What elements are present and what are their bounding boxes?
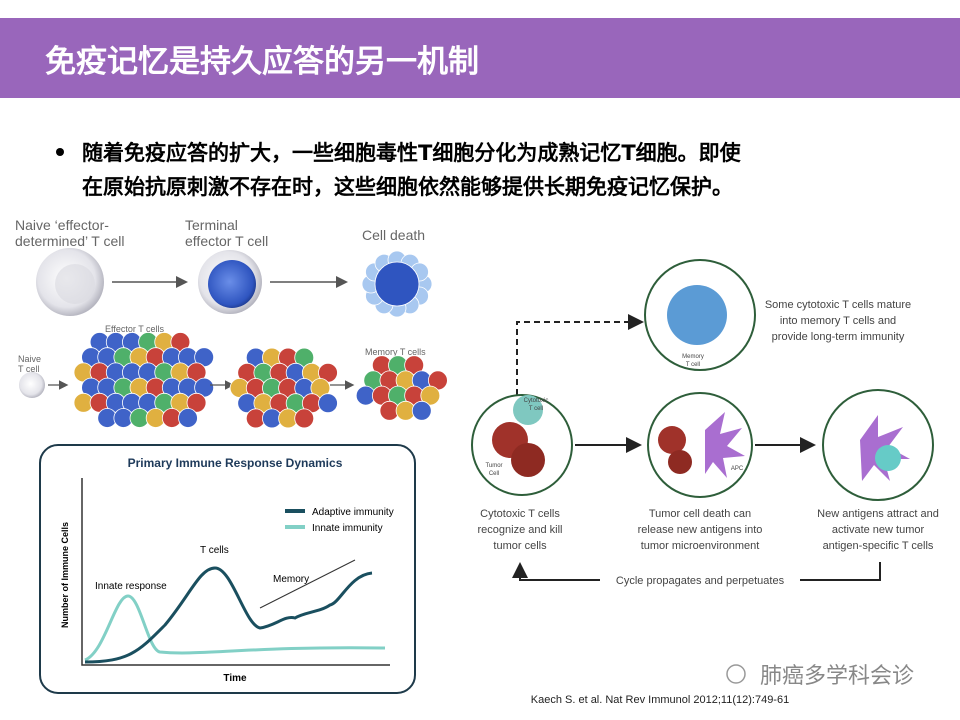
label: determined’ T cell xyxy=(15,233,124,249)
caption: Tumor cell death can xyxy=(649,508,751,520)
label: Cell death xyxy=(362,227,425,243)
watermark-icon xyxy=(726,664,746,684)
caption: New antigens attract and xyxy=(817,508,939,520)
cell-cluster xyxy=(73,332,215,428)
watermark: 肺癌多学科会诊 xyxy=(760,664,914,689)
cell-label: T cell xyxy=(529,406,543,412)
caption: release new antigens into xyxy=(638,524,763,536)
slide-title: 免疫记忆是持久应答的另一机制 xyxy=(45,44,479,80)
cell-label: Tumor xyxy=(485,463,502,469)
nucleus xyxy=(55,264,95,304)
legend-label: Innate immunity xyxy=(312,523,383,534)
annotation: T cells xyxy=(200,545,229,556)
apc xyxy=(705,412,745,478)
axes xyxy=(81,478,390,666)
header-bar xyxy=(0,18,960,98)
label: effector T cell xyxy=(185,233,268,249)
caption: Cytotoxic T cells xyxy=(480,508,560,520)
cell xyxy=(294,408,315,429)
t-cell xyxy=(513,395,543,425)
cell-label: APC xyxy=(731,466,744,472)
cycle-label: Cycle propagates and perpetuates xyxy=(616,575,785,587)
bullet-line: 在原始抗原刺激不存在时，这些细胞依然能够提供长期免疫记忆保护。 xyxy=(82,175,733,199)
caption: tumor microenvironment xyxy=(641,540,760,552)
dynamics-panel xyxy=(39,444,416,694)
adaptive-curve xyxy=(84,566,373,664)
nucleus xyxy=(208,260,256,308)
t-cell xyxy=(875,445,901,471)
tumor-cell xyxy=(511,443,545,477)
cell-label: Memory xyxy=(682,354,704,360)
bullet-line: 随着免疫应答的扩大，一些细胞毒性T细胞分化为成熟记忆T细胞。即使 xyxy=(82,141,742,165)
label-bg xyxy=(600,572,800,588)
tumor-cell xyxy=(668,450,692,474)
annotation: Memory xyxy=(273,574,309,585)
caption: provide long-term immunity xyxy=(772,331,905,343)
label: Memory T cells xyxy=(365,347,426,357)
annotation: Innate response xyxy=(95,581,167,592)
caption: into memory T cells and xyxy=(780,315,896,327)
caption: Some cytotoxic T cells mature xyxy=(765,299,911,311)
cell-label: T cell xyxy=(686,362,700,368)
panel-title: Primary Immune Response Dynamics xyxy=(128,456,343,470)
cell xyxy=(178,408,198,428)
cell xyxy=(411,400,432,421)
caption: antigen-specific T cells xyxy=(823,540,934,552)
cell xyxy=(374,261,420,307)
legend-label: Adaptive immunity xyxy=(312,507,394,518)
dying-cell xyxy=(361,250,433,318)
citation: Kaech S. et al. Nat Rev Immunol 2012;11(… xyxy=(531,694,789,706)
label: Naive xyxy=(18,354,41,364)
cell xyxy=(186,392,207,413)
caption: tumor cells xyxy=(493,540,547,552)
axis-label: Number of Immune Cells xyxy=(60,522,70,628)
label: T cell xyxy=(18,364,39,374)
tumor-cell xyxy=(658,426,686,454)
caption: activate new tumor xyxy=(832,524,925,536)
label: Naive ‘effector- xyxy=(15,217,109,233)
bullet-dot xyxy=(56,148,64,156)
caption: recognize and kill xyxy=(478,524,563,536)
axis-label: Time xyxy=(223,673,247,684)
cell-label: Cytotoxic xyxy=(524,398,549,404)
memory-bracket xyxy=(259,559,356,609)
label: Terminal xyxy=(185,217,238,233)
label: Effector T cells xyxy=(105,324,165,334)
cell-cluster xyxy=(355,355,448,421)
innate-curve xyxy=(84,594,386,662)
cell xyxy=(420,385,441,406)
cell-label: Cell xyxy=(489,471,499,477)
dashed-arrow xyxy=(516,314,644,395)
naive-cell xyxy=(19,372,45,398)
cell xyxy=(318,393,338,414)
cell-cluster xyxy=(229,347,338,429)
memory-cell xyxy=(667,285,727,345)
